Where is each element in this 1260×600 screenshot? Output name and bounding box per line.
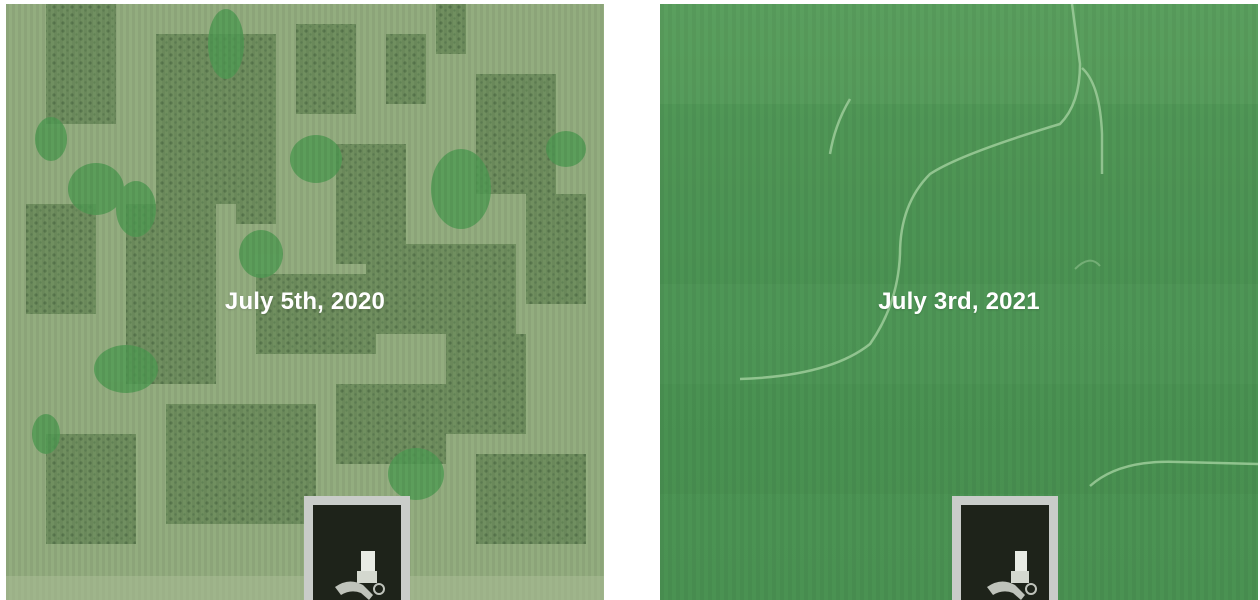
site-inset-2020: [304, 496, 410, 600]
aerial-image-2021: July 3rd, 2021: [660, 4, 1258, 600]
date-caption-2021: July 3rd, 2021: [878, 288, 1040, 315]
site-inset-2021: [952, 496, 1058, 600]
grain-bin-site-icon: [987, 551, 1037, 600]
date-caption-2020: July 5th, 2020: [224, 288, 386, 315]
grain-bin-site-icon: [335, 551, 385, 600]
aerial-image-2020: July 5th, 2020: [6, 4, 604, 600]
